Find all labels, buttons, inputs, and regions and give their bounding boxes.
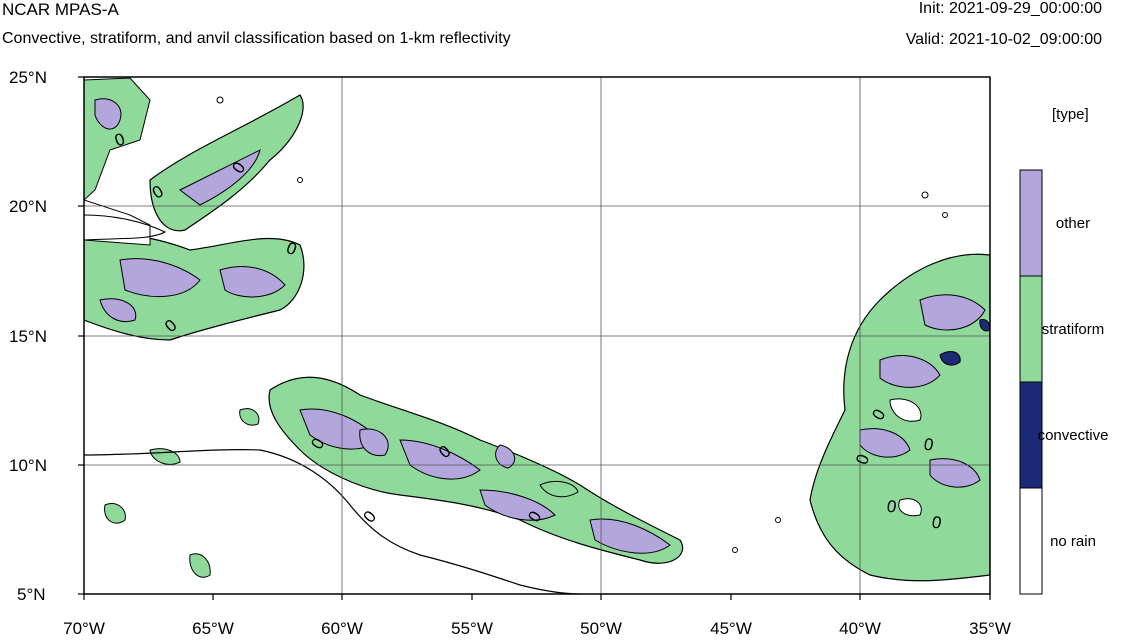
- legend-label-convective: convective: [1037, 427, 1109, 444]
- central-rain-band: [268, 376, 684, 564]
- lon-label: 60°W: [321, 619, 363, 638]
- legend-label-stratiform: stratiform: [1041, 321, 1105, 338]
- scattered-cells: [104, 96, 948, 578]
- contour-label: 0: [922, 434, 935, 454]
- eastern-rain-region: [809, 253, 990, 582]
- western-rain-region: [84, 77, 305, 341]
- lon-label: 40°W: [839, 619, 881, 638]
- lon-label: 45°W: [710, 619, 752, 638]
- legend-swatch-no-rain: [1019, 487, 1043, 595]
- longitude-labels: 70°W 65°W 60°W 55°W 50°W 45°W 40°W 35°W: [63, 619, 1011, 638]
- lon-label: 65°W: [192, 619, 234, 638]
- graticule: [84, 77, 990, 594]
- lat-label: 5°N: [17, 585, 46, 604]
- legend-label-other: other: [1055, 215, 1091, 232]
- legend-title: [type]: [1052, 106, 1089, 123]
- contour-label: 0: [885, 496, 898, 516]
- init-time: Init: 2021-09-29_00:00:00: [918, 0, 1102, 17]
- legend-label-no-rain: no rain: [1050, 533, 1096, 550]
- island-outline: [84, 214, 167, 241]
- coastline: [84, 449, 581, 594]
- lon-label: 55°W: [451, 619, 493, 638]
- legend-colorbar: [1019, 169, 1043, 595]
- lat-label: 15°N: [9, 327, 47, 346]
- lat-label: 10°N: [9, 456, 47, 475]
- lon-label: 35°W: [969, 619, 1011, 638]
- latitude-labels: 25°N 20°N 15°N 10°N 5°N: [9, 68, 47, 604]
- lon-label: 70°W: [63, 619, 105, 638]
- axis-ticks: [78, 76, 991, 600]
- lat-label: 20°N: [9, 197, 47, 216]
- contour-label: 0: [930, 512, 943, 532]
- map-subtitle: Convective, stratiform, and anvil classi…: [2, 30, 511, 47]
- valid-time: Valid: 2021-10-02_09:00:00: [905, 31, 1102, 48]
- lat-label: 25°N: [9, 68, 47, 87]
- lon-label: 50°W: [580, 619, 622, 638]
- contour-label: 0: [360, 507, 381, 526]
- map-title: NCAR MPAS-A: [2, 0, 119, 19]
